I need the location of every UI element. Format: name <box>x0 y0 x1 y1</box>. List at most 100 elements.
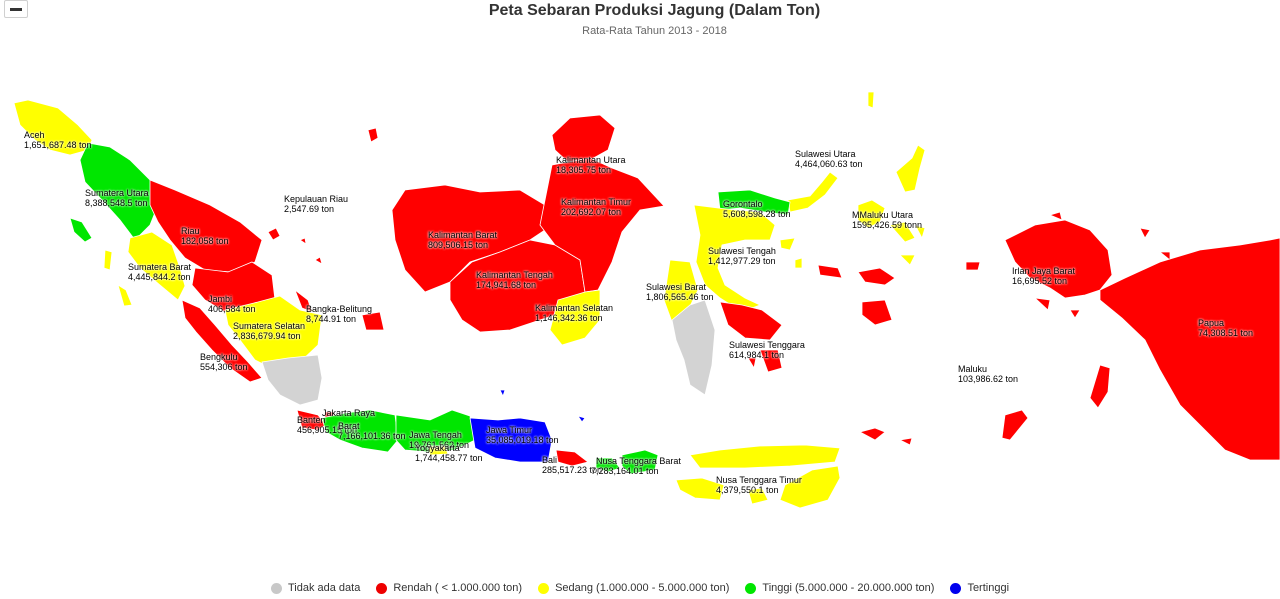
province-kepri-part-3[interactable] <box>299 237 307 245</box>
legend-item[interactable]: Tinggi (5.000.000 - 20.000.000 ton) <box>745 582 934 594</box>
province-jatim-part-1[interactable] <box>577 415 586 423</box>
province-sulut[interactable] <box>787 171 839 213</box>
province-maluku-part-6[interactable] <box>898 437 913 446</box>
province-name-sumbar: Sumatera Barat <box>128 262 192 272</box>
province-value-jambi: 406,584 ton <box>208 304 256 314</box>
province-malut-part-4[interactable] <box>899 254 916 266</box>
province-name-ntb: Nusa Tenggara Barat <box>596 456 681 466</box>
province-kaltim[interactable] <box>539 157 665 293</box>
province-maluku-part-2[interactable] <box>861 299 893 326</box>
province-name-kepri: Kepulauan Riau <box>284 194 349 204</box>
province-value-kaltim: 202,692.07 ton <box>561 207 622 217</box>
province-jabar[interactable] <box>321 409 399 453</box>
province-jatim-part-2[interactable] <box>499 389 506 398</box>
legend-item[interactable]: Rendah ( < 1.000.000 ton) <box>376 582 522 594</box>
province-maluku-part-5[interactable] <box>858 427 886 441</box>
legend-item[interactable]: Tertinggi <box>950 582 1009 594</box>
province-sumbar-part-2[interactable] <box>117 284 133 307</box>
province-sumbar-part-1[interactable] <box>103 249 113 271</box>
province-maluku-part-9[interactable] <box>1158 251 1171 261</box>
province-value-sumbar: 4,445,844.2 ton <box>128 272 191 282</box>
province-irjabar-part-1[interactable] <box>1048 211 1063 221</box>
province-sulteng-part-2[interactable] <box>794 257 803 269</box>
province-name-gorontalo: Gorontalo <box>723 199 763 209</box>
province-value-sultra: 614,984.1 ton <box>729 350 785 360</box>
province-sumbar[interactable] <box>127 231 186 301</box>
legend-label: Tertinggi <box>967 582 1010 594</box>
province-value-jabar: 7,166,101.36 ton <box>338 431 406 441</box>
province-value-banten: 456,905.15 ton <box>297 425 358 435</box>
province-ntb-part-1[interactable] <box>621 449 659 475</box>
province-babel[interactable] <box>294 288 313 313</box>
province-bengkulu[interactable] <box>181 299 263 383</box>
province-sultra[interactable] <box>719 301 783 341</box>
province-malut-part-3[interactable] <box>914 224 926 240</box>
province-name-bengkulu: Bengkulu <box>200 352 238 362</box>
province-jateng[interactable] <box>395 409 476 453</box>
zoom-out-button[interactable] <box>4 0 28 18</box>
province-malut-part-1[interactable] <box>857 199 886 229</box>
province-papua[interactable] <box>1099 237 1280 461</box>
province-irjabar-part-2[interactable] <box>1033 297 1051 311</box>
province-jatim[interactable] <box>469 417 553 463</box>
province-sumsel[interactable] <box>224 295 323 371</box>
province-name-yogya: Yogyakarta <box>415 443 460 453</box>
province-value-maluku: 103,986.62 ton <box>958 374 1019 384</box>
legend-item[interactable]: Sedang (1.000.000 - 5.000.000 ton) <box>538 582 729 594</box>
legend-dot-icon <box>745 582 757 594</box>
province-maluku-part-1[interactable] <box>857 267 896 286</box>
province-banten[interactable] <box>296 409 327 431</box>
province-yogya[interactable] <box>427 445 449 456</box>
province-value-yogya: 1,744,458.77 ton <box>415 453 483 463</box>
province-name-kalteng: Kalimantan Tengah <box>476 270 553 280</box>
province-ntt[interactable] <box>689 444 841 469</box>
province-sulteng[interactable] <box>693 204 776 313</box>
province-maluku-part-7[interactable] <box>1001 409 1029 441</box>
province-kepri-part-2[interactable] <box>314 256 323 265</box>
province-sumut[interactable] <box>79 142 161 241</box>
province-value-bengkulu: 554,306 ton <box>200 362 248 372</box>
province-lampung[interactable] <box>261 354 323 406</box>
province-value-sulteng: 1,412,977.29 ton <box>708 256 776 266</box>
legend-label: Rendah ( < 1.000.000 ton) <box>393 582 523 594</box>
province-irjabar[interactable] <box>1004 219 1113 299</box>
province-ntt-part-2[interactable] <box>779 465 841 509</box>
province-name-sulut: Sulawesi Utara <box>795 149 856 159</box>
province-maluku-part-8[interactable] <box>1139 227 1151 239</box>
province-maluku-part-4[interactable] <box>1089 364 1111 409</box>
province-sultra-part-2[interactable] <box>747 357 757 370</box>
province-name-jateng: Jawa Tengah <box>409 430 462 440</box>
province-sumut-part-1[interactable] <box>69 217 93 243</box>
legend-item[interactable]: Tidak ada data <box>270 582 361 594</box>
province-value-kalbar: 809,506.15 ton <box>428 240 489 250</box>
province-ntb[interactable] <box>595 457 621 473</box>
legend-label: Sedang (1.000.000 - 5.000.000 ton) <box>555 582 730 594</box>
province-kalsel[interactable] <box>549 289 601 346</box>
province-ntt-part-3[interactable] <box>747 487 769 505</box>
province-bali[interactable] <box>555 449 589 467</box>
province-value-papua: 74,308.51 ton <box>1198 328 1254 338</box>
province-value-irjabar: 16,695.52 ton <box>1012 276 1068 286</box>
province-name-ntt: Nusa Tenggara Timur <box>716 475 802 485</box>
province-maluku-part-10[interactable] <box>1069 309 1081 319</box>
province-value-kalsel: 1,146,342.36 ton <box>535 313 603 323</box>
province-maluku-part-3[interactable] <box>965 261 981 271</box>
province-sulut-part-1[interactable] <box>867 91 875 109</box>
province-ntt-part-1[interactable] <box>675 477 725 501</box>
province-babel-part-1[interactable] <box>361 311 385 331</box>
province-value-kalut: 18,305.75 ton <box>556 165 612 175</box>
province-value-babel: 8,744.91 ton <box>306 314 357 324</box>
province-maluku[interactable] <box>817 264 843 279</box>
province-name-papua: Papua <box>1198 318 1225 328</box>
map-title: Peta Sebaran Produksi Jagung (Dalam Ton) <box>488 2 821 19</box>
province-value-ntb: 7,283,164.01 ton <box>591 466 659 476</box>
province-malut[interactable] <box>895 144 926 193</box>
province-kepri-part-1[interactable] <box>367 127 379 143</box>
province-value-jateng: 19,761,562 ton <box>409 440 470 450</box>
province-sulsel[interactable] <box>671 299 716 396</box>
province-malut-part-2[interactable] <box>889 221 916 243</box>
province-sultra-part-1[interactable] <box>759 349 783 373</box>
legend-label: Tidak ada data <box>287 582 361 594</box>
province-sulteng-part-1[interactable] <box>779 237 796 251</box>
province-kepri[interactable] <box>267 227 281 241</box>
